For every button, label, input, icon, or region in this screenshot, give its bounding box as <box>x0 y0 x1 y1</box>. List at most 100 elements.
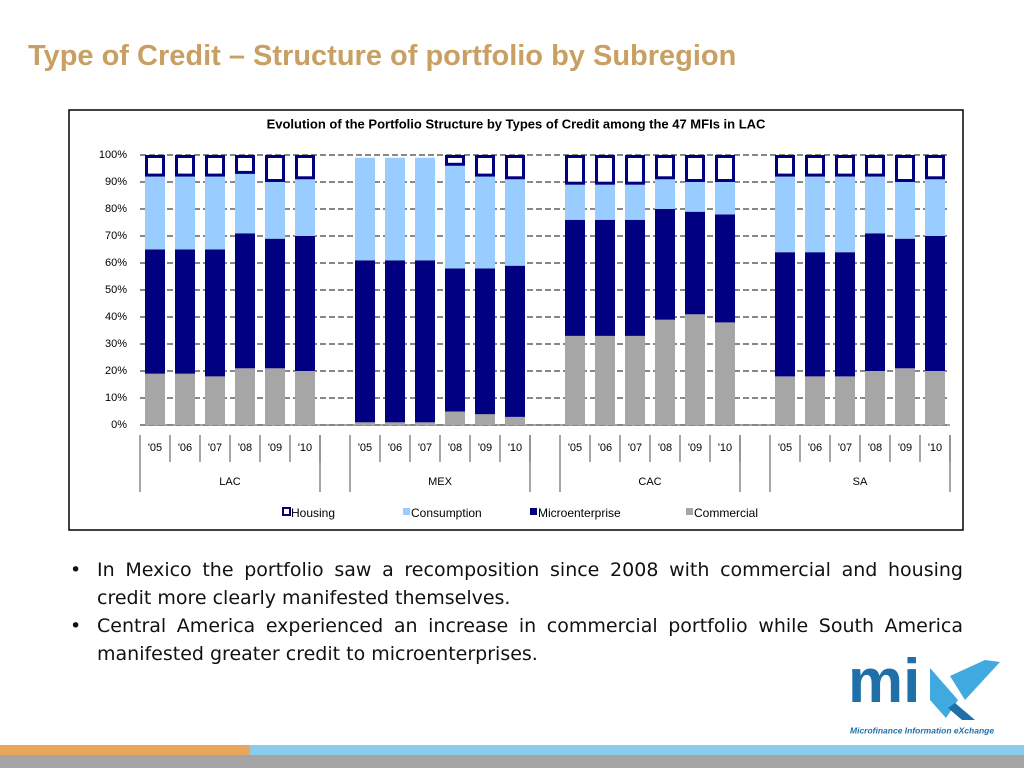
bar-segment <box>895 368 915 425</box>
bar-segment <box>865 371 885 425</box>
bar-segment <box>415 422 435 425</box>
y-tick-label: 90% <box>105 176 127 188</box>
bar-segment <box>895 238 915 369</box>
logo-x-foot <box>948 703 975 720</box>
bar-segment <box>865 233 885 371</box>
x-tick-label: '05 <box>778 442 792 454</box>
footer-bar-orange <box>0 745 250 755</box>
bar-segment <box>145 176 165 250</box>
legend-label: Housing <box>291 506 335 520</box>
y-tick-label: 10% <box>105 392 127 404</box>
x-tick-label: '05 <box>148 442 162 454</box>
bar-segment <box>445 155 465 166</box>
y-tick-label: 60% <box>105 257 127 269</box>
bar-segment <box>175 373 195 425</box>
bar-segment <box>205 176 225 250</box>
legend-swatch <box>403 508 410 515</box>
x-tick-label: '09 <box>688 442 702 454</box>
bar-segment <box>475 414 495 425</box>
y-tick-label: 100% <box>99 149 127 161</box>
bar-segment <box>505 416 525 425</box>
bar-segment <box>715 214 735 323</box>
bar-segment <box>655 319 675 425</box>
bar-segment <box>145 373 165 425</box>
slide-title: Type of Credit – Structure of portfolio … <box>28 40 737 72</box>
logo-tagline: Microfinance Information eXchange <box>850 725 994 735</box>
bar-segment <box>355 422 375 425</box>
legend-label: Consumption <box>411 506 482 520</box>
bar-segment <box>775 252 795 377</box>
bar-segment <box>655 209 675 320</box>
y-tick-label: 40% <box>105 311 127 323</box>
bar-segment <box>415 260 435 423</box>
group-label: LAC <box>219 476 240 488</box>
bar-segment <box>625 219 645 336</box>
chart-title: Evolution of the Portfolio Structure by … <box>267 116 766 131</box>
bar-segment <box>775 155 795 177</box>
bar-segment <box>865 155 885 177</box>
bar-segment <box>715 155 735 182</box>
bullet: In Mexico the portfolio saw a recomposit… <box>70 556 963 612</box>
logo-x <box>930 660 1000 718</box>
bar-segment <box>265 182 285 239</box>
x-tick-label: '06 <box>388 442 402 454</box>
bar-segment <box>625 155 645 185</box>
bar-segment <box>175 155 195 177</box>
bar-segment <box>865 176 885 234</box>
bar-segment <box>715 322 735 425</box>
x-tick-label: '05 <box>568 442 582 454</box>
bar-segment <box>805 176 825 253</box>
bar-segment <box>895 182 915 239</box>
footer-bar-gray <box>0 755 1024 768</box>
group-label: MEX <box>428 476 453 488</box>
bar-segment <box>685 314 705 425</box>
bar-segment <box>835 376 855 425</box>
bar-segment <box>205 155 225 177</box>
x-tick-label: '10 <box>298 442 312 454</box>
bar-segment <box>835 176 855 253</box>
legend-swatch <box>686 508 693 515</box>
bar-segment <box>475 268 495 415</box>
group-label: CAC <box>638 476 661 488</box>
bar-segment <box>775 176 795 253</box>
x-tick-label: '07 <box>418 442 432 454</box>
bar-segment <box>265 155 285 182</box>
bar-segment <box>655 179 675 209</box>
bar-segment <box>145 155 165 177</box>
bar-segment <box>625 335 645 425</box>
legend-swatch <box>530 508 537 515</box>
bar-segment <box>685 155 705 182</box>
bar-segment <box>445 165 465 269</box>
bar-segment <box>415 157 435 261</box>
bar-segment <box>835 155 855 177</box>
bullet: Central America experienced an increase … <box>70 612 963 668</box>
bar-segment <box>595 184 615 220</box>
bar-segment <box>295 371 315 425</box>
bar-segment <box>295 236 315 371</box>
x-tick-label: '07 <box>208 442 222 454</box>
footer-bar-blue <box>250 745 1024 755</box>
x-tick-label: '08 <box>868 442 882 454</box>
y-tick-label: 80% <box>105 203 127 215</box>
x-tick-label: '09 <box>268 442 282 454</box>
x-tick-label: '06 <box>178 442 192 454</box>
bar-segment <box>835 252 855 377</box>
bar-segment <box>565 335 585 425</box>
bar-segment <box>205 376 225 425</box>
bar-segment <box>565 219 585 336</box>
x-tick-label: '08 <box>448 442 462 454</box>
bar-segment <box>145 249 165 374</box>
x-tick-label: '06 <box>808 442 822 454</box>
legend-swatch <box>282 507 291 516</box>
bar-segment <box>505 265 525 417</box>
bar-segment <box>175 249 195 374</box>
bar-segment <box>595 155 615 185</box>
legend-label: Microenterprise <box>538 506 621 520</box>
bar-segment <box>175 176 195 250</box>
bar-segment <box>445 411 465 425</box>
bar-segment <box>445 268 465 412</box>
x-tick-label: '10 <box>928 442 942 454</box>
y-tick-label: 70% <box>105 230 127 242</box>
legend-label: Commercial <box>694 506 758 520</box>
